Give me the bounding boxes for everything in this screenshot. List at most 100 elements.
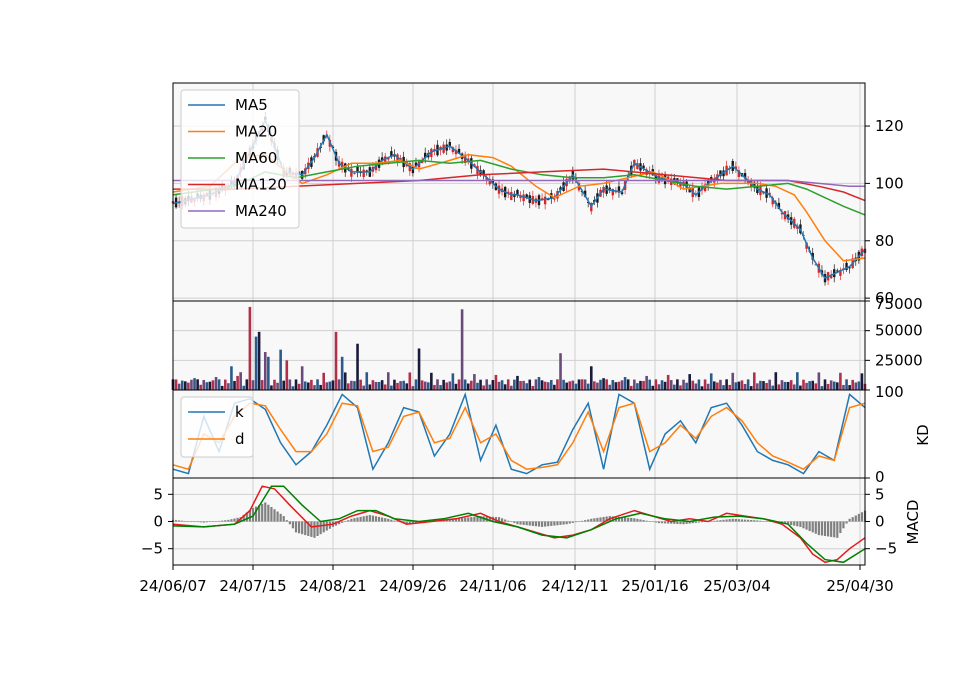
price-y-tick-label: 120 <box>875 117 904 135</box>
macd-histogram-bar <box>178 520 181 522</box>
macd-histogram-bar <box>276 511 279 522</box>
legend-label-ma240: MA240 <box>235 202 287 220</box>
candle-body <box>768 192 771 195</box>
candle-body <box>543 196 547 205</box>
macd-histogram-bar <box>341 521 344 523</box>
macd-histogram-bar <box>254 506 258 522</box>
panel-background-1 <box>173 301 865 390</box>
volume-bar <box>688 374 691 390</box>
price-y-tick-label: 80 <box>875 232 894 250</box>
macd-histogram-bar <box>513 521 516 524</box>
volume-bar <box>430 372 433 390</box>
volume-bar <box>792 384 796 390</box>
volume-bar <box>282 380 286 390</box>
volume-bar <box>491 380 495 390</box>
volume-bar <box>365 372 369 390</box>
volume-bar <box>180 380 184 390</box>
volume-bar <box>663 381 667 390</box>
volume-bar <box>823 379 827 390</box>
volume-bar <box>765 382 768 390</box>
macd-histogram-bar <box>636 518 639 522</box>
volume-bar <box>254 336 258 390</box>
price-legend-box <box>180 89 300 229</box>
macd-histogram-bar <box>765 521 768 522</box>
volume-bar <box>248 306 252 390</box>
macd-histogram-bar <box>587 519 590 522</box>
volume-bar <box>337 379 341 390</box>
macd-histogram-bar <box>682 521 685 525</box>
macd-histogram-bar <box>599 517 602 522</box>
macd-histogram-bar <box>337 521 341 525</box>
candle-body <box>485 177 488 181</box>
price-y-tick-label: 60 <box>875 289 894 307</box>
candle-body <box>430 148 433 157</box>
candle-body <box>679 182 682 187</box>
macd-histogram-bar <box>568 521 571 524</box>
x-tick-label: 25/04/30 <box>826 577 893 595</box>
candle-body <box>845 262 848 270</box>
macd-histogram-bar <box>756 520 759 522</box>
macd-histogram-bar <box>667 521 670 524</box>
macd-histogram-bar <box>408 521 411 524</box>
macd-histogram-bar <box>279 513 282 522</box>
macd-histogram-bar <box>371 515 375 522</box>
volume-bar <box>174 379 178 390</box>
volume-bar <box>184 381 187 390</box>
volume-bar <box>227 383 230 390</box>
volume-y-tick-label: 50000 <box>875 322 923 340</box>
macd-histogram-bar <box>288 521 291 525</box>
volume-bar <box>294 379 298 390</box>
macd-histogram-bar <box>528 521 531 526</box>
macd-histogram-bar <box>639 519 642 522</box>
volume-bar <box>660 380 664 390</box>
volume-bar <box>574 383 578 390</box>
volume-bar <box>439 385 442 390</box>
macd-histogram-bar <box>245 512 248 522</box>
macd-histogram-bar <box>627 517 630 522</box>
macd-histogram-bar <box>750 520 753 522</box>
volume-bar <box>802 379 805 390</box>
volume-bar <box>531 385 535 390</box>
candle-body <box>719 170 722 177</box>
macd-y-tick-label-right: 5 <box>875 485 885 503</box>
candle-body <box>396 154 399 163</box>
volume-bar <box>685 382 688 390</box>
volume-bar <box>602 378 605 390</box>
volume-bar <box>313 385 316 390</box>
macd-histogram-bar <box>202 521 205 523</box>
volume-bar <box>645 375 648 390</box>
macd-histogram-bar <box>544 521 547 527</box>
volume-bar <box>214 377 218 390</box>
volume-bar <box>728 384 731 390</box>
volume-bar <box>679 385 682 390</box>
macd-histogram-bar <box>553 521 556 526</box>
volume-bar <box>488 384 492 390</box>
volume-bar <box>556 379 559 390</box>
volume-bar <box>783 381 787 390</box>
macd-histogram-bar <box>860 512 864 522</box>
volume-bar <box>310 379 313 390</box>
macd-histogram-bar <box>353 518 356 522</box>
macd-y-tick-label-left: 5 <box>153 485 163 503</box>
candle-body <box>746 180 750 184</box>
volume-bar <box>808 381 811 390</box>
macd-histogram-bar <box>556 521 559 526</box>
volume-bar <box>386 372 390 390</box>
macd-histogram-bar <box>747 519 750 522</box>
candle-body <box>559 187 562 191</box>
macd-histogram-bar <box>264 502 267 522</box>
volume-bar <box>669 380 673 390</box>
volume-bar <box>205 382 209 390</box>
macd-histogram-bar <box>796 521 799 527</box>
macd-histogram-bar <box>854 515 857 522</box>
macd-histogram-bar <box>344 521 347 522</box>
macd-histogram-bar <box>359 516 362 522</box>
macd-histogram-bar <box>387 518 390 522</box>
candle-body <box>780 213 784 215</box>
legend-label-ma60: MA60 <box>235 149 277 167</box>
volume-bar <box>565 382 568 390</box>
macd-histogram-bar <box>645 520 648 522</box>
macd-histogram-bar <box>830 521 833 537</box>
candle-body <box>611 188 615 196</box>
macd-histogram-bar <box>565 521 568 525</box>
